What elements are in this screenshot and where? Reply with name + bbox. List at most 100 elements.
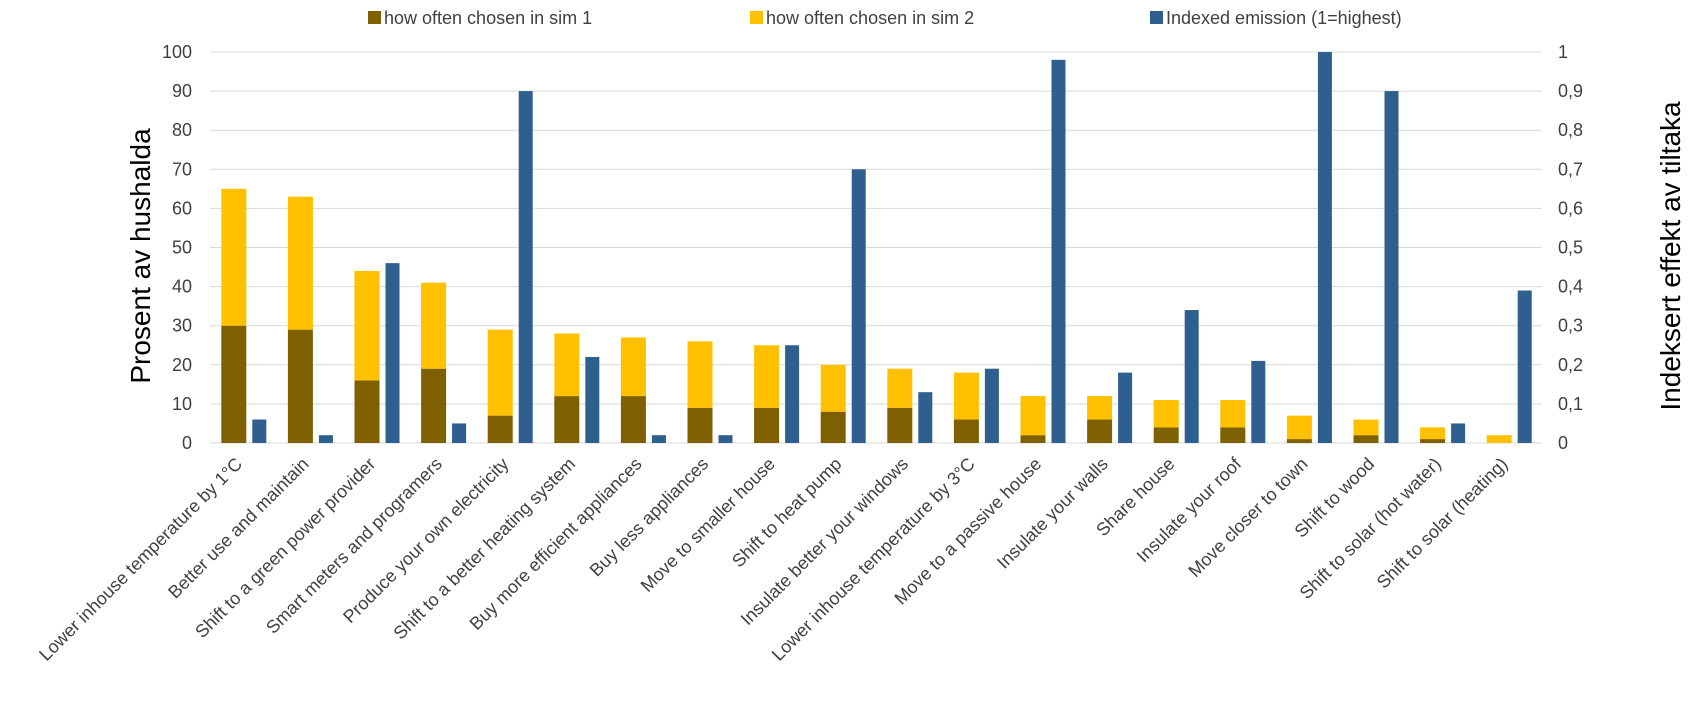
left-tick-label: 50 bbox=[172, 238, 192, 258]
bar-sim2 bbox=[1020, 396, 1046, 436]
bar-indexed-emission bbox=[785, 345, 800, 443]
bar-sim1 bbox=[1153, 427, 1179, 443]
bar-sim1 bbox=[687, 407, 713, 443]
bar-indexed-emission bbox=[318, 435, 333, 443]
legend-swatch bbox=[368, 11, 381, 24]
bar-sim2 bbox=[1420, 427, 1446, 440]
bar-indexed-emission bbox=[718, 435, 733, 443]
left-tick-label: 100 bbox=[162, 42, 192, 62]
bar-sim2 bbox=[1087, 396, 1113, 420]
bar-sim2 bbox=[887, 368, 913, 408]
y-axis-title-right: Indeksert effekt av tiltaka bbox=[1655, 101, 1686, 411]
right-tick-label: 0,7 bbox=[1558, 159, 1583, 179]
bar-sim2 bbox=[1286, 415, 1312, 440]
left-tick-label: 20 bbox=[172, 355, 192, 375]
right-tick-label: 0 bbox=[1558, 433, 1568, 453]
legend-swatch bbox=[1150, 11, 1163, 24]
right-tick-label: 0,6 bbox=[1558, 198, 1583, 218]
bar-sim2 bbox=[221, 188, 247, 326]
bar-indexed-emission bbox=[252, 419, 267, 443]
bar-sim2 bbox=[1353, 419, 1379, 436]
bar-sim1 bbox=[887, 407, 913, 443]
bar-indexed-emission bbox=[1051, 59, 1066, 443]
right-tick-label: 0,4 bbox=[1558, 277, 1583, 297]
bar-indexed-emission bbox=[518, 91, 533, 443]
right-tick-label: 0,1 bbox=[1558, 394, 1583, 414]
bar-sim2 bbox=[1153, 399, 1179, 428]
legend-label: how often chosen in sim 2 bbox=[766, 8, 974, 28]
bar-indexed-emission bbox=[851, 169, 866, 444]
bar-sim1 bbox=[754, 407, 780, 443]
left-tick-label: 80 bbox=[172, 120, 192, 140]
bar-sim2 bbox=[554, 333, 580, 397]
bar-sim2 bbox=[487, 329, 513, 416]
bar-sim1 bbox=[1220, 427, 1246, 443]
legend-label: Indexed emission (1=highest) bbox=[1166, 8, 1402, 28]
legend: how often chosen in sim 1 how often chose… bbox=[368, 8, 1402, 28]
category-label: Move closer to town bbox=[1184, 454, 1311, 581]
bar-sim2 bbox=[754, 345, 780, 408]
bar-sim1 bbox=[487, 415, 513, 443]
left-tick-label: 70 bbox=[172, 159, 192, 179]
left-axis-ticks: 0 10 20 30 40 50 60 70 80 90 100 bbox=[162, 42, 192, 453]
category-label: Shift to solar (heating) bbox=[1373, 454, 1512, 593]
bar-sim2 bbox=[287, 196, 313, 330]
bar-sim1 bbox=[953, 419, 979, 443]
bar-sim2 bbox=[1486, 435, 1512, 443]
category-label: Buy less appliances bbox=[586, 454, 713, 581]
left-tick-label: 10 bbox=[172, 394, 192, 414]
bar-indexed-emission bbox=[385, 263, 400, 443]
gridlines bbox=[210, 51, 1542, 444]
bar-sim1 bbox=[820, 411, 846, 443]
bar-sim2 bbox=[354, 270, 380, 381]
bar-indexed-emission bbox=[1384, 91, 1399, 443]
left-tick-label: 0 bbox=[182, 433, 192, 453]
bar-indexed-emission bbox=[984, 368, 999, 443]
bar-indexed-emission bbox=[1251, 360, 1266, 443]
left-tick-label: 40 bbox=[172, 277, 192, 297]
bar-sim2 bbox=[687, 341, 713, 408]
bars bbox=[221, 52, 1532, 444]
left-tick-label: 30 bbox=[172, 316, 192, 336]
bar-sim1 bbox=[554, 396, 580, 443]
bar-indexed-emission bbox=[1451, 423, 1466, 443]
right-tick-label: 0,8 bbox=[1558, 120, 1583, 140]
bar-indexed-emission bbox=[1184, 310, 1199, 443]
bar-sim1 bbox=[1286, 439, 1312, 443]
right-axis-ticks: 0 0,1 0,2 0,3 0,4 0,5 0,6 0,7 0,8 0,9 1 bbox=[1558, 42, 1583, 453]
bar-sim2 bbox=[620, 337, 646, 397]
left-tick-label: 60 bbox=[172, 198, 192, 218]
category-label: Shift to heat pump bbox=[728, 454, 845, 571]
bar-indexed-emission bbox=[452, 423, 467, 443]
bar-sim2 bbox=[421, 282, 447, 369]
bar-sim1 bbox=[1020, 435, 1046, 443]
bar-indexed-emission bbox=[918, 392, 933, 443]
bar-indexed-emission bbox=[585, 356, 600, 443]
bar-indexed-emission bbox=[1517, 290, 1532, 443]
bar-indexed-emission bbox=[1118, 372, 1133, 443]
bar-sim1 bbox=[1087, 419, 1113, 443]
left-tick-label: 90 bbox=[172, 81, 192, 101]
bar-sim1 bbox=[287, 329, 313, 443]
bar-sim2 bbox=[820, 364, 846, 412]
bar-sim1 bbox=[354, 380, 380, 443]
category-label: Insulate your walls bbox=[993, 454, 1112, 573]
bar-sim1 bbox=[620, 396, 646, 443]
right-tick-label: 0,2 bbox=[1558, 355, 1583, 375]
right-tick-label: 0,3 bbox=[1558, 316, 1583, 336]
right-tick-label: 0,5 bbox=[1558, 238, 1583, 258]
bar-sim1 bbox=[1420, 439, 1446, 443]
right-tick-label: 1 bbox=[1558, 42, 1568, 62]
legend-swatch bbox=[750, 11, 763, 24]
bar-sim2 bbox=[1220, 399, 1246, 428]
category-label: Move to smaller house bbox=[637, 454, 779, 596]
bar-sim1 bbox=[421, 368, 447, 443]
bar-sim1 bbox=[1353, 435, 1379, 443]
bar-sim2 bbox=[953, 372, 979, 420]
bar-indexed-emission bbox=[1317, 52, 1332, 443]
right-tick-label: 0,9 bbox=[1558, 81, 1583, 101]
bar-sim1 bbox=[221, 325, 247, 443]
y-axis-title-left: Prosent av hushalda bbox=[125, 128, 156, 384]
